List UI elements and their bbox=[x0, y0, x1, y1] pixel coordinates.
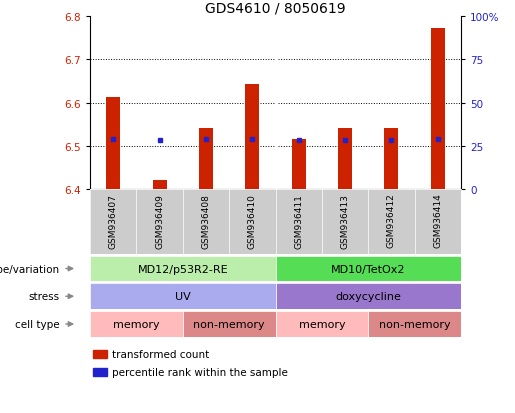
Text: MD10/TetOx2: MD10/TetOx2 bbox=[331, 264, 405, 274]
Text: percentile rank within the sample: percentile rank within the sample bbox=[112, 367, 288, 377]
Bar bbox=[384, 128, 398, 190]
Bar bbox=[152, 181, 166, 190]
Text: GSM936413: GSM936413 bbox=[340, 193, 350, 248]
Text: GSM936411: GSM936411 bbox=[294, 193, 303, 248]
Text: GSM936409: GSM936409 bbox=[155, 193, 164, 248]
Bar bbox=[199, 128, 213, 190]
Bar bbox=[338, 128, 352, 190]
Bar bbox=[291, 140, 306, 190]
Text: GSM936412: GSM936412 bbox=[387, 193, 396, 248]
Bar bbox=[93, 350, 107, 358]
Text: memory: memory bbox=[113, 319, 160, 329]
Text: non-memory: non-memory bbox=[193, 319, 265, 329]
Text: MD12/p53R2-RE: MD12/p53R2-RE bbox=[138, 264, 228, 274]
Text: non-memory: non-memory bbox=[379, 319, 451, 329]
Title: GDS4610 / 8050619: GDS4610 / 8050619 bbox=[205, 1, 346, 15]
Bar bbox=[106, 98, 120, 190]
Bar bbox=[93, 368, 107, 377]
Text: doxycycline: doxycycline bbox=[335, 292, 401, 301]
Bar bbox=[245, 85, 259, 190]
Text: UV: UV bbox=[175, 292, 191, 301]
Text: memory: memory bbox=[299, 319, 345, 329]
Text: GSM936414: GSM936414 bbox=[433, 193, 442, 248]
Text: transformed count: transformed count bbox=[112, 349, 210, 359]
Text: cell type: cell type bbox=[15, 319, 60, 329]
Text: GSM936408: GSM936408 bbox=[201, 193, 211, 248]
Bar bbox=[431, 28, 444, 190]
Text: GSM936410: GSM936410 bbox=[248, 193, 257, 248]
Text: GSM936407: GSM936407 bbox=[109, 193, 118, 248]
Text: genotype/variation: genotype/variation bbox=[0, 264, 60, 274]
Text: stress: stress bbox=[28, 292, 60, 301]
